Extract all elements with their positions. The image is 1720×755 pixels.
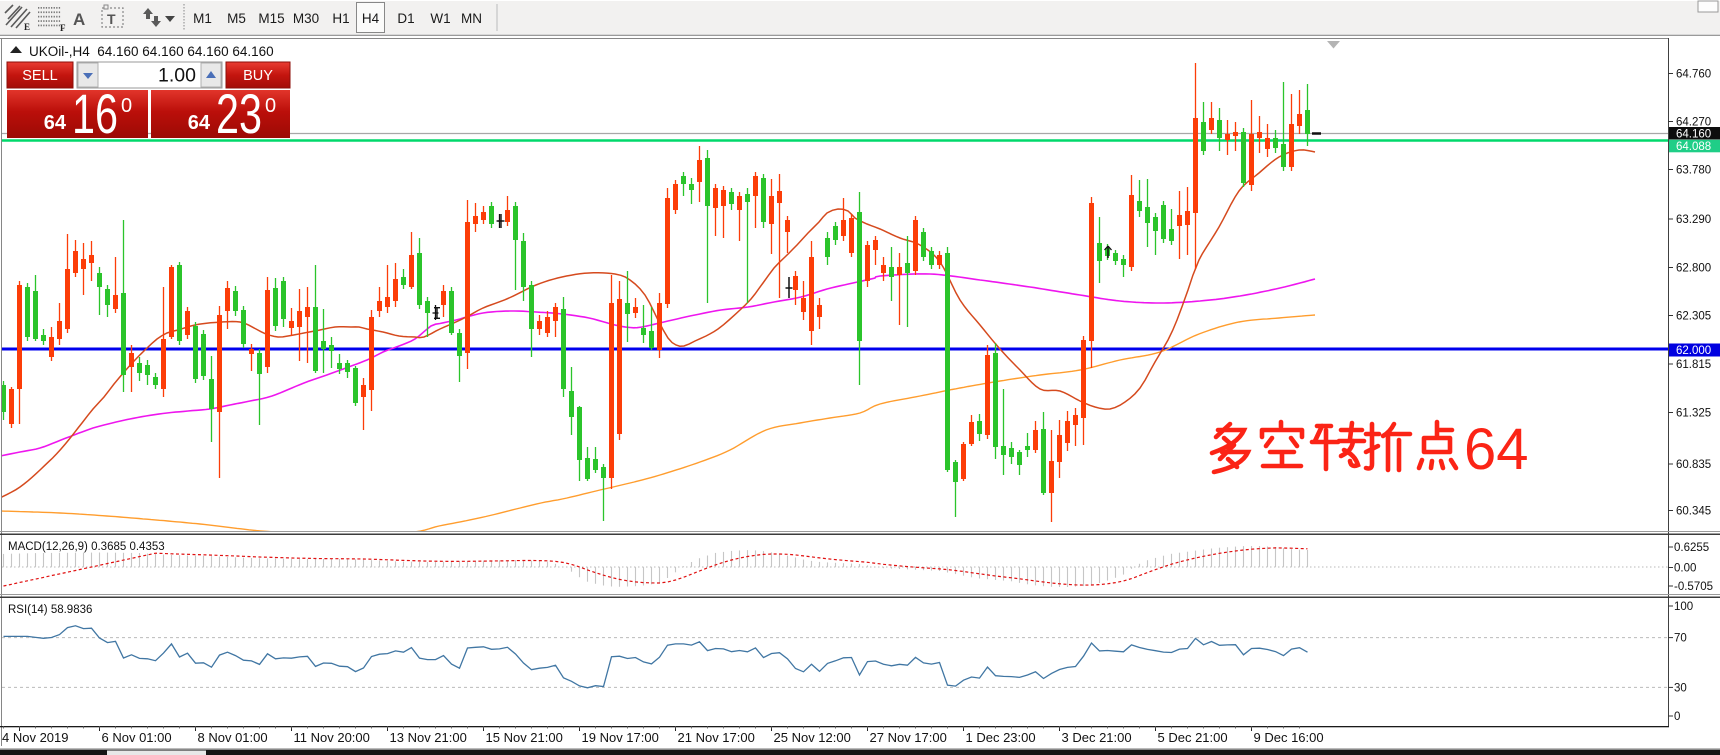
svg-text:25 Nov 12:00: 25 Nov 12:00	[774, 730, 851, 745]
svg-text:64.270: 64.270	[1676, 117, 1711, 129]
svg-text:5 Dec 21:00: 5 Dec 21:00	[1158, 730, 1228, 745]
svg-text:T: T	[107, 11, 116, 27]
svg-text:9 Dec 16:00: 9 Dec 16:00	[1254, 730, 1324, 745]
svg-text:64.760: 64.760	[1676, 69, 1711, 81]
svg-text:H1: H1	[332, 11, 349, 26]
svg-text:MN: MN	[461, 11, 482, 26]
svg-text:11 Nov 20:00: 11 Nov 20:00	[294, 730, 370, 745]
svg-text:MACD(12,26,9) 0.3685 0.4353: MACD(12,26,9) 0.3685 0.4353	[8, 541, 165, 553]
svg-text:0: 0	[121, 95, 132, 117]
svg-text:UKOil-,H4 64.160 64.160 64.16: UKOil-,H4 64.160 64.160 64.160 64.160	[29, 44, 274, 59]
svg-text:A: A	[73, 10, 85, 29]
svg-text:64: 64	[1464, 417, 1529, 482]
svg-text:21 Nov 17:00: 21 Nov 17:00	[678, 730, 755, 745]
svg-text:13 Nov 21:00: 13 Nov 21:00	[390, 730, 467, 745]
svg-text:63.290: 63.290	[1676, 214, 1711, 226]
svg-text:64: 64	[44, 112, 67, 134]
svg-text:RSI(14) 58.9836: RSI(14) 58.9836	[8, 604, 92, 616]
svg-text:4 Nov 2019: 4 Nov 2019	[2, 730, 69, 745]
svg-text:6 Nov 01:00: 6 Nov 01:00	[102, 730, 172, 745]
svg-text:63.780: 63.780	[1676, 165, 1711, 177]
svg-text:60.345: 60.345	[1676, 506, 1711, 518]
svg-text:64: 64	[188, 112, 211, 134]
svg-text:15 Nov 21:00: 15 Nov 21:00	[486, 730, 563, 745]
svg-text:F: F	[60, 23, 66, 33]
svg-text:61.815: 61.815	[1676, 359, 1711, 371]
svg-text:W1: W1	[430, 11, 450, 26]
svg-text:BUY: BUY	[243, 68, 273, 84]
svg-text:SELL: SELL	[22, 68, 57, 84]
svg-text:0.00: 0.00	[1674, 563, 1696, 575]
svg-text:30: 30	[1674, 682, 1687, 694]
svg-text:-0.5705: -0.5705	[1674, 581, 1713, 593]
svg-text:64.088: 64.088	[1676, 141, 1711, 153]
svg-text:0: 0	[1674, 711, 1680, 723]
svg-text:62.000: 62.000	[1676, 345, 1711, 357]
svg-text:1.00: 1.00	[158, 65, 196, 87]
svg-text:1 Dec 23:00: 1 Dec 23:00	[966, 730, 1036, 745]
svg-text:19 Nov 17:00: 19 Nov 17:00	[582, 730, 659, 745]
svg-text:0: 0	[265, 95, 276, 117]
svg-text:M15: M15	[258, 11, 284, 26]
svg-text:16: 16	[72, 82, 118, 145]
svg-text:62.305: 62.305	[1676, 311, 1711, 323]
svg-text:23: 23	[216, 82, 262, 145]
svg-text:D1: D1	[397, 11, 414, 26]
svg-text:0.6255: 0.6255	[1674, 542, 1709, 554]
svg-text:M30: M30	[293, 11, 319, 26]
svg-text:64.160: 64.160	[1676, 129, 1711, 141]
svg-text:61.325: 61.325	[1676, 408, 1711, 420]
svg-text:3 Dec 21:00: 3 Dec 21:00	[1062, 730, 1132, 745]
svg-text:62.800: 62.800	[1676, 263, 1711, 275]
svg-text:27 Nov 17:00: 27 Nov 17:00	[870, 730, 947, 745]
svg-text:70: 70	[1674, 633, 1687, 645]
svg-text:8 Nov 01:00: 8 Nov 01:00	[198, 730, 268, 745]
svg-text:E: E	[24, 22, 30, 32]
svg-text:M5: M5	[227, 11, 246, 26]
svg-text:100: 100	[1674, 601, 1693, 613]
svg-text:H4: H4	[362, 11, 380, 26]
svg-text:60.835: 60.835	[1676, 459, 1711, 471]
svg-text:M1: M1	[193, 11, 212, 26]
